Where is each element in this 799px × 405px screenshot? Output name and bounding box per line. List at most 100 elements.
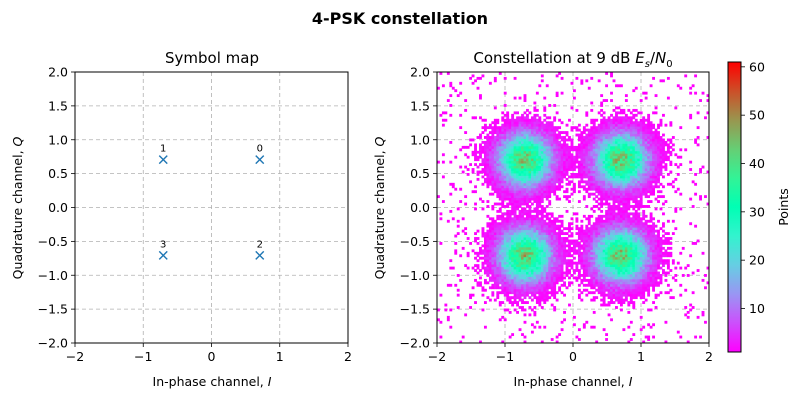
- heatmap-cell: [605, 166, 608, 169]
- heatmap-cell: [571, 222, 574, 225]
- heatmap-cell: [568, 195, 571, 198]
- heatmap-cell: [578, 171, 581, 174]
- heatmap-cell: [536, 121, 539, 124]
- heatmap-cell: [504, 180, 507, 183]
- heatmap-cell: [640, 217, 643, 220]
- heatmap-cell: [546, 151, 549, 154]
- heatmap-cell: [627, 163, 630, 166]
- heatmap-cell: [489, 158, 492, 161]
- heatmap-cell: [593, 119, 596, 122]
- heatmap-cell: [524, 185, 527, 188]
- heatmap-cell: [499, 136, 502, 139]
- heatmap-cell: [543, 299, 546, 302]
- heatmap-cell: [575, 242, 578, 245]
- heatmap-cell: [566, 139, 569, 142]
- heatmap-cell: [613, 151, 616, 154]
- heatmap-cell: [561, 136, 564, 139]
- heatmap-cell: [608, 180, 611, 183]
- heatmap-cell: [477, 136, 480, 139]
- heatmap-cell: [479, 284, 482, 287]
- heatmap-cell: [526, 247, 529, 250]
- heatmap-cell: [519, 281, 522, 284]
- heatmap-cell: [622, 198, 625, 201]
- heatmap-cell: [516, 129, 519, 132]
- heatmap-cell: [528, 208, 531, 211]
- heatmap-cell: [630, 301, 633, 304]
- heatmap-cell: [595, 217, 598, 220]
- heatmap-cell: [627, 203, 630, 206]
- heatmap-cell: [578, 247, 581, 250]
- heatmap-cell: [521, 215, 524, 218]
- heatmap-cell: [521, 289, 524, 292]
- heatmap-cell: [546, 212, 549, 215]
- heatmap-cell: [546, 259, 549, 262]
- heatmap-cell: [524, 259, 527, 262]
- heatmap-cell: [543, 148, 546, 151]
- heatmap-cell: [640, 124, 643, 127]
- heatmap-cell: [598, 185, 601, 188]
- heatmap-cell: [553, 116, 556, 119]
- heatmap-cell: [521, 232, 524, 235]
- heatmap-cell: [657, 146, 660, 149]
- heatmap-cell: [630, 175, 633, 178]
- heatmap-cell: [543, 274, 546, 277]
- heatmap-cell: [528, 222, 531, 225]
- heatmap-cell: [600, 289, 603, 292]
- heatmap-cell: [558, 333, 561, 336]
- heatmap-cell: [635, 205, 638, 208]
- heatmap-cell: [526, 161, 529, 164]
- heatmap-cell: [533, 217, 536, 220]
- heatmap-cell: [511, 210, 514, 213]
- heatmap-cell: [603, 284, 606, 287]
- heatmap-cell: [504, 198, 507, 201]
- heatmap-cell: [538, 84, 541, 87]
- heatmap-cell: [652, 175, 655, 178]
- heatmap-cell: [531, 294, 534, 297]
- heatmap-cell: [484, 262, 487, 265]
- heatmap-cell: [561, 237, 564, 240]
- heatmap-cell: [563, 244, 566, 247]
- heatmap-cell: [474, 264, 477, 267]
- heatmap-cell: [501, 281, 504, 284]
- heatmap-cell: [625, 161, 628, 164]
- heatmap-cell: [496, 139, 499, 142]
- heatmap-cell: [521, 200, 524, 203]
- heatmap-cell: [598, 131, 601, 134]
- heatmap-cell: [501, 252, 504, 255]
- heatmap-cell: [608, 269, 611, 272]
- heatmap-cell: [538, 124, 541, 127]
- heatmap-cell: [524, 212, 527, 215]
- heatmap-cell: [595, 166, 598, 169]
- heatmap-cell: [620, 259, 623, 262]
- heatmap-cell: [580, 220, 583, 223]
- heatmap-cell: [575, 267, 578, 270]
- heatmap-cell: [640, 178, 643, 181]
- heatmap-cell: [588, 175, 591, 178]
- heatmap-cell: [637, 168, 640, 171]
- heatmap-cell: [593, 262, 596, 265]
- heatmap-cell: [571, 193, 574, 196]
- heatmap-cell: [494, 190, 497, 193]
- heatmap-cell: [538, 126, 541, 129]
- heatmap-cell: [524, 286, 527, 289]
- heatmap-cell: [556, 237, 559, 240]
- heatmap-cell: [605, 294, 608, 297]
- heatmap-cell: [600, 163, 603, 166]
- heatmap-cell: [613, 227, 616, 230]
- heatmap-cell: [640, 240, 643, 243]
- heatmap-cell: [645, 131, 648, 134]
- heatmap-cell: [608, 291, 611, 294]
- heatmap-cell: [506, 264, 509, 267]
- heatmap-cell: [511, 225, 514, 228]
- heatmap-cell: [524, 183, 527, 186]
- heatmap-cell: [533, 247, 536, 250]
- heatmap-cell: [637, 156, 640, 159]
- heatmap-cell: [627, 193, 630, 196]
- heatmap-cell: [600, 131, 603, 134]
- heatmap-cell: [491, 272, 494, 275]
- heatmap-cell: [578, 237, 581, 240]
- heatmap-cell: [533, 311, 536, 314]
- heatmap-cell: [608, 134, 611, 137]
- heatmap-cell: [603, 289, 606, 292]
- heatmap-cell: [657, 141, 660, 144]
